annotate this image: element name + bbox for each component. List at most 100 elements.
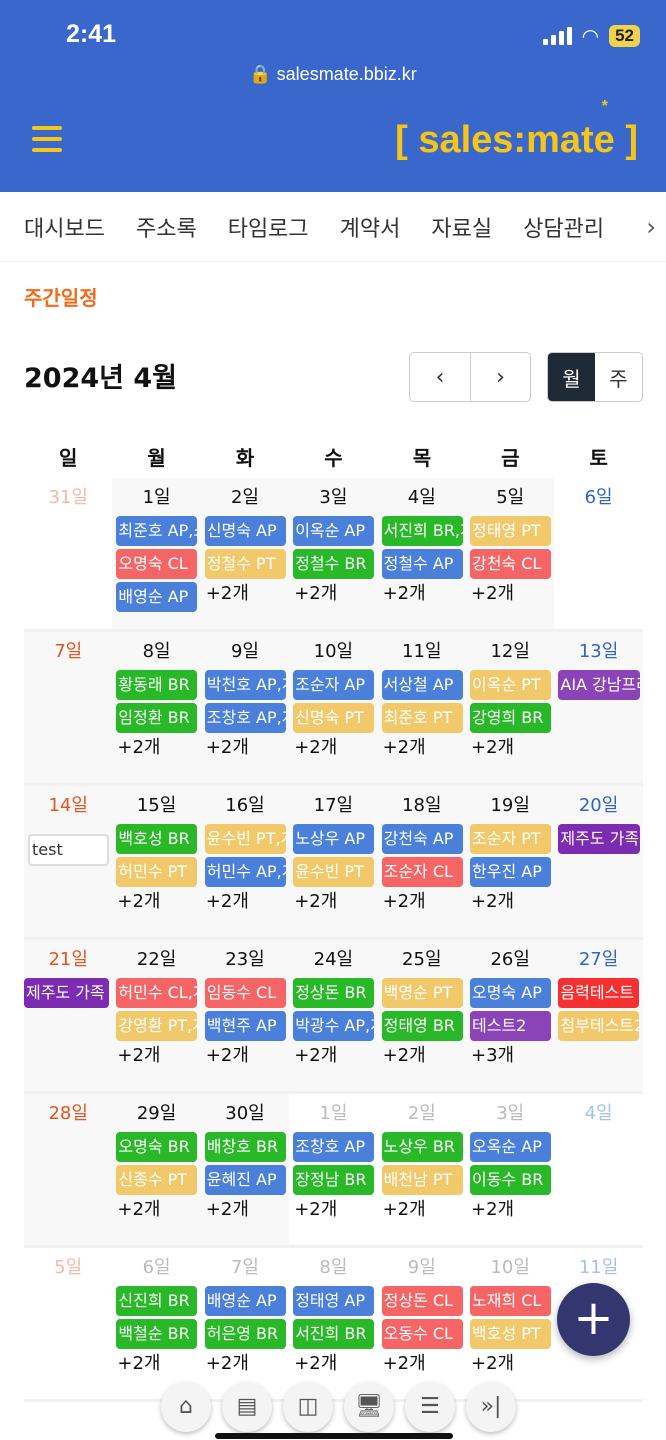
more-events-link[interactable]: +2개 [471, 1199, 515, 1220]
collapse-icon[interactable]: »| [466, 1382, 516, 1432]
event-chip[interactable]: 조순자 PT [470, 824, 551, 854]
more-events-link[interactable]: +2개 [471, 583, 515, 604]
more-events-link[interactable]: +2개 [117, 1353, 161, 1374]
calendar-day[interactable]: 10일 노재희 CL 백호성 PT +2개 [466, 1248, 554, 1399]
more-events-link[interactable]: +2개 [205, 891, 249, 912]
calendar-day[interactable]: 27일 음력테스트 첨부테스트2 [554, 940, 643, 1091]
event-chip[interactable]: 백현주 AP [204, 1011, 286, 1041]
hamburger-menu-icon[interactable] [32, 126, 62, 159]
nav-contacts[interactable]: 주소록 [135, 216, 197, 242]
more-events-link[interactable]: +2개 [117, 891, 161, 912]
event-chip[interactable]: 정철수 AP [381, 549, 463, 579]
more-events-link[interactable]: +2개 [471, 1353, 515, 1374]
calendar-day[interactable]: 2일 노상우 BR 배천남 PT +2개 [378, 1094, 466, 1245]
event-chip[interactable]: 노상우 BR [381, 1132, 463, 1162]
event-chip[interactable]: 윤수빈 PT,계 [204, 824, 286, 854]
more-events-link[interactable]: +2개 [117, 1199, 161, 1220]
calendar-day[interactable]: 11일 서상철 AP 최준호 PT +2개 [377, 632, 466, 783]
event-chip[interactable]: 장정남 BR [293, 1165, 375, 1195]
more-events-link[interactable]: +2개 [382, 891, 426, 912]
event-chip[interactable]: 한우진 AP [470, 857, 551, 887]
event-chip[interactable]: 배영순 AP [204, 1286, 286, 1316]
event-chip[interactable]: 정태영 BR [381, 1011, 463, 1041]
event-chip[interactable]: 임동수 CL [204, 978, 286, 1008]
calendar-day[interactable]: 15일 백호성 BR 허민수 PT +2개 [112, 786, 201, 937]
event-chip[interactable]: 서진희 BR [293, 1319, 375, 1349]
event-chip[interactable]: AIA 강남프라 [558, 670, 641, 700]
url-bar[interactable]: 🔒 salesmate.bbiz.kr [249, 64, 417, 84]
event-input[interactable]: test [28, 834, 109, 866]
event-chip[interactable]: 조순자 CL [381, 857, 463, 887]
month-view-button[interactable]: 월 [548, 353, 595, 401]
calendar-day[interactable]: 25일 백영순 PT 정태영 BR +2개 [377, 940, 466, 1091]
calendar-day[interactable]: 3일 이옥순 AP 정철수 BR +2개 [289, 478, 378, 629]
nav-dashboard[interactable]: 대시보드 [24, 216, 105, 242]
calendar-day[interactable]: 10일 조순자 AP 신명숙 PT +2개 [289, 632, 378, 783]
calendar-day[interactable]: 12일 이옥순 PT 강영희 BR +2개 [466, 632, 555, 783]
nav-timelog[interactable]: 타임로그 [227, 216, 309, 242]
calendar-day[interactable]: 29일 오명숙 BR 신종수 PT +2개 [112, 1094, 201, 1245]
layout-icon[interactable]: ◫ [283, 1382, 333, 1432]
calendar-day[interactable]: 28일 [24, 1094, 113, 1245]
more-events-link[interactable]: +2개 [294, 891, 338, 912]
calendar-day[interactable]: 19일 조순자 PT 한우진 AP +2개 [466, 786, 555, 937]
week-view-button[interactable]: 주 [609, 366, 628, 391]
event-chip[interactable]: 노상우 AP [293, 824, 375, 854]
event-chip[interactable]: 제주도 가족 여행 [558, 824, 641, 854]
home-icon[interactable]: ⌂ [161, 1382, 211, 1432]
monitor-icon[interactable]: 🖥 [344, 1382, 394, 1432]
event-chip[interactable]: 조순자 AP [293, 670, 375, 700]
calendar-day[interactable]: 3일 오옥순 AP 이동수 BR +2개 [466, 1094, 554, 1245]
calendar-day[interactable]: 1일 조창호 AP 장정남 BR +2개 [289, 1094, 377, 1245]
more-events-link[interactable]: +2개 [471, 737, 515, 758]
event-chip[interactable]: 첨부테스트2 [558, 1011, 640, 1041]
event-chip[interactable]: 서상철 AP [381, 670, 463, 700]
event-chip[interactable]: 조창호 AP [293, 1132, 375, 1162]
event-chip[interactable]: 최준호 PT [381, 703, 463, 733]
event-chip[interactable]: 강천숙 AP [381, 824, 463, 854]
more-events-link[interactable]: +2개 [205, 583, 249, 604]
more-events-link[interactable]: +2개 [205, 1199, 249, 1220]
event-chip[interactable]: 조창호 AP,계 [204, 703, 286, 733]
more-events-link[interactable]: +2개 [294, 583, 338, 604]
more-events-link[interactable]: +2개 [117, 1045, 161, 1066]
more-events-link[interactable]: +2개 [205, 737, 249, 758]
event-chip[interactable]: 정상돈 BR [293, 978, 375, 1008]
event-chip[interactable]: 정상돈 CL [381, 1286, 463, 1316]
more-events-link[interactable]: +2개 [205, 1353, 249, 1374]
event-chip[interactable]: 신진희 BR [116, 1286, 198, 1316]
more-events-link[interactable]: +3개 [471, 1045, 515, 1066]
event-chip[interactable]: 오옥순 AP [470, 1132, 551, 1162]
more-events-link[interactable]: +2개 [294, 1353, 338, 1374]
event-chip[interactable]: 백호성 BR [116, 824, 198, 854]
calendar-day[interactable]: 8일 정태영 AP 서진희 BR +2개 [289, 1248, 377, 1399]
prev-month-button[interactable]: ‹ [435, 364, 445, 390]
calendar-day[interactable]: 30일 배창호 BR 윤혜진 AP +2개 [200, 1094, 290, 1245]
event-chip[interactable]: 오명숙 BR [116, 1132, 198, 1162]
calendar-day[interactable]: 17일 노상우 AP 윤수빈 PT +2개 [289, 786, 378, 937]
more-events-link[interactable]: +2개 [471, 891, 515, 912]
calendar-day[interactable]: 7일 배영순 AP 허은영 BR +2개 [201, 1248, 289, 1399]
event-chip[interactable]: 정철수 BR [293, 549, 375, 579]
event-chip[interactable]: 윤수빈 PT [293, 857, 375, 887]
chevron-right-icon[interactable]: › [646, 212, 656, 241]
more-events-link[interactable]: +2개 [382, 1045, 426, 1066]
more-events-link[interactable]: +2개 [294, 1199, 338, 1220]
event-chip[interactable]: 신종수 PT [116, 1165, 198, 1195]
calendar-day[interactable]: 31일 [24, 478, 112, 629]
logo[interactable]: [ sales:mate ] * [395, 98, 638, 162]
event-chip[interactable]: 서진희 BR,계 [381, 516, 463, 546]
nav-contracts[interactable]: 계약서 [339, 216, 401, 242]
calendar-day[interactable]: 14일 test [24, 786, 113, 937]
event-chip[interactable]: 정태영 PT [470, 516, 551, 546]
event-chip[interactable]: 허민수 AP,계 [204, 857, 286, 887]
event-chip[interactable]: 배천남 PT [381, 1165, 463, 1195]
event-chip[interactable]: 윤혜진 AP [204, 1165, 286, 1195]
event-chip[interactable]: 허민수 PT [116, 857, 198, 887]
calendar-day[interactable]: 2일 신명숙 AP 정철수 PT +2개 [200, 478, 290, 629]
event-chip[interactable]: 신명숙 AP [204, 516, 286, 546]
event-chip[interactable]: 강천숙 CL [470, 549, 551, 579]
